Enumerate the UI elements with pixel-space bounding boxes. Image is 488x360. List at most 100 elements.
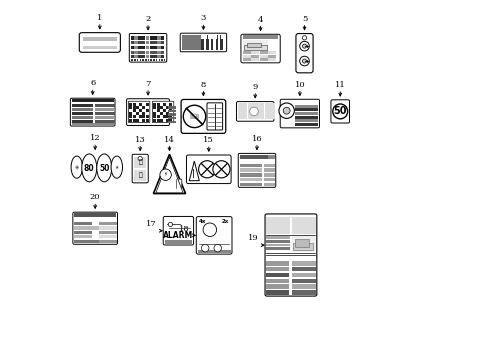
Bar — [157, 55, 160, 58]
FancyBboxPatch shape — [330, 100, 349, 123]
Bar — [134, 51, 138, 54]
Text: 10: 10 — [294, 81, 305, 89]
Circle shape — [192, 114, 196, 118]
Bar — [157, 36, 160, 40]
Bar — [157, 46, 160, 49]
Bar — [182, 35, 200, 50]
Text: 5: 5 — [301, 15, 306, 23]
Bar — [167, 117, 176, 119]
Bar — [247, 44, 261, 47]
Bar — [129, 103, 132, 105]
Bar — [136, 119, 139, 122]
Bar — [169, 116, 172, 118]
Bar — [99, 231, 117, 234]
Bar — [160, 106, 163, 109]
Bar — [72, 108, 93, 111]
Bar — [134, 157, 146, 168]
Bar — [145, 119, 148, 122]
Bar — [161, 41, 164, 45]
Bar — [153, 112, 156, 115]
Text: 1: 1 — [97, 14, 102, 22]
Bar — [239, 173, 262, 176]
Bar — [134, 46, 138, 49]
Bar — [72, 120, 93, 123]
Bar — [153, 51, 157, 54]
Text: 7: 7 — [145, 80, 150, 88]
Bar — [267, 155, 275, 159]
Circle shape — [299, 56, 309, 66]
Bar — [142, 51, 145, 54]
Bar — [166, 112, 169, 115]
Bar — [137, 59, 138, 61]
Bar — [99, 235, 117, 238]
Bar — [130, 41, 134, 45]
Bar — [266, 240, 289, 243]
Bar — [166, 106, 169, 109]
Bar — [136, 106, 139, 109]
Bar — [139, 116, 142, 118]
Bar — [156, 116, 159, 118]
Bar — [161, 36, 164, 40]
Bar — [132, 103, 135, 105]
Bar — [149, 46, 153, 49]
FancyBboxPatch shape — [128, 101, 149, 123]
Bar — [136, 112, 139, 115]
Bar — [169, 119, 172, 122]
Bar — [251, 55, 259, 58]
Bar — [95, 112, 115, 114]
Bar — [266, 236, 289, 239]
Text: 4x: 4x — [199, 219, 206, 224]
Circle shape — [302, 36, 306, 40]
Bar — [156, 103, 159, 105]
Text: ★: ★ — [114, 165, 119, 170]
Circle shape — [212, 161, 229, 178]
Bar — [153, 119, 156, 122]
Bar — [139, 109, 142, 112]
Bar — [167, 121, 176, 123]
Bar — [264, 183, 275, 186]
Circle shape — [201, 244, 208, 252]
Text: ◈: ◈ — [75, 165, 79, 170]
Text: 16: 16 — [251, 135, 262, 143]
Bar — [268, 55, 276, 58]
Bar — [152, 59, 153, 61]
Bar — [242, 40, 268, 51]
Bar — [190, 114, 199, 119]
Bar — [130, 59, 131, 61]
Bar — [148, 59, 149, 61]
Bar — [264, 168, 275, 172]
FancyBboxPatch shape — [180, 33, 226, 52]
Bar — [153, 36, 157, 40]
Bar — [138, 51, 142, 54]
Bar — [247, 103, 263, 120]
Bar — [161, 55, 164, 58]
Circle shape — [302, 44, 306, 48]
Bar — [242, 35, 278, 39]
Bar — [292, 284, 316, 289]
Circle shape — [203, 223, 216, 237]
Bar — [160, 112, 163, 115]
Bar — [129, 112, 132, 115]
Bar — [169, 103, 172, 105]
Bar — [169, 109, 172, 112]
Bar — [268, 58, 276, 61]
Bar — [161, 51, 164, 54]
Bar — [259, 51, 267, 54]
FancyBboxPatch shape — [126, 99, 169, 126]
Bar — [99, 222, 117, 225]
Text: 2x: 2x — [222, 219, 229, 224]
Text: 20: 20 — [90, 193, 100, 202]
Circle shape — [249, 107, 258, 116]
Text: 2: 2 — [145, 15, 150, 23]
Bar — [145, 103, 148, 105]
Bar — [163, 109, 166, 112]
Bar — [142, 46, 145, 49]
Bar — [72, 112, 93, 114]
Bar — [197, 250, 230, 253]
Bar — [129, 106, 132, 109]
Circle shape — [138, 157, 142, 161]
Bar — [251, 51, 259, 54]
Bar — [74, 231, 92, 234]
Bar — [153, 103, 156, 105]
Bar — [266, 284, 289, 289]
